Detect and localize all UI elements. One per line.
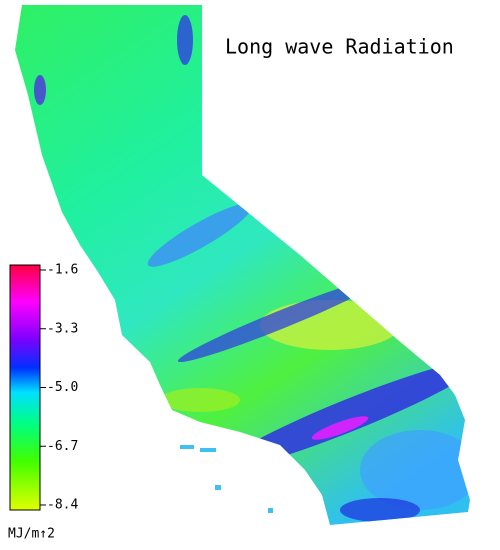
colorbar-tick-label: -6.7 bbox=[47, 439, 78, 454]
colorbar-tick-label: -1.6 bbox=[47, 263, 78, 278]
colorbar-tick-label: -8.4 bbox=[47, 498, 78, 513]
islands bbox=[180, 445, 273, 513]
map-title: Long wave Radiation bbox=[225, 35, 454, 59]
colorbar-tick-label: -3.3 bbox=[47, 321, 78, 336]
colorbar-tick-label: -5.0 bbox=[47, 380, 78, 395]
colorbar-label: MJ/m↑2 bbox=[8, 527, 55, 542]
colorbar bbox=[9, 264, 41, 511]
